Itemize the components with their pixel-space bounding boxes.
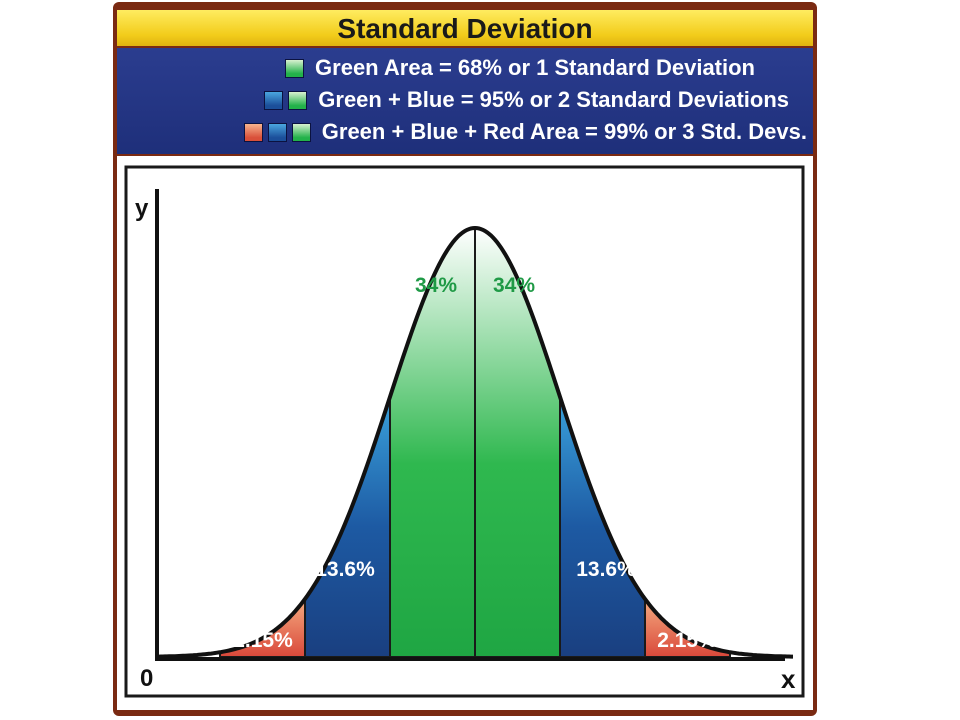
green-swatch-icon <box>285 58 305 78</box>
legend-label-two-sd: Green + Blue = 95% or 2 Standard Deviati… <box>318 87 789 112</box>
x-axis-label: x <box>781 664 796 694</box>
green-swatch-icon <box>288 90 308 110</box>
blue-swatch-icon <box>267 122 287 142</box>
origin-label: 0 <box>140 665 153 692</box>
title-bar: Standard Deviation <box>117 10 813 46</box>
label-right-blue: 13.6% <box>576 558 636 581</box>
label-right-red: 2.15% <box>657 629 717 652</box>
label-left-green: 34% <box>415 274 457 297</box>
green-swatch-icon <box>291 122 311 142</box>
legend-panel: Green Area = 68% or 1 Standard Deviation… <box>117 48 813 154</box>
legend-label-one-sd: Green Area = 68% or 1 Standard Deviation <box>315 55 755 80</box>
y-axis-label: y <box>135 195 149 222</box>
label-right-green: 34% <box>493 274 535 297</box>
blue-swatch-icon <box>264 90 284 110</box>
label-left-blue: 13.6% <box>315 558 375 581</box>
red-swatch-icon <box>243 122 263 142</box>
legend-row-one-sd: Green Area = 68% or 1 Standard Deviation <box>285 54 755 82</box>
diagram-title: Standard Deviation <box>337 13 593 44</box>
legend-row-three-sd: Green + Blue + Red Area = 99% or 3 Std. … <box>243 118 807 146</box>
plot-area: y 0 x 34% 34% 13.6% 13.6% 2.15% 2.15% <box>117 156 813 710</box>
label-left-red: 2.15% <box>233 629 293 652</box>
normal-curve-diagram: y 0 x 34% 34% 13.6% 13.6% 2.15% 2.15% <box>124 165 805 698</box>
legend-label-three-sd: Green + Blue + Red Area = 99% or 3 Std. … <box>321 119 807 144</box>
bell-curve-line <box>158 225 793 659</box>
legend-row-two-sd: Green + Blue = 95% or 2 Standard Deviati… <box>264 86 789 114</box>
